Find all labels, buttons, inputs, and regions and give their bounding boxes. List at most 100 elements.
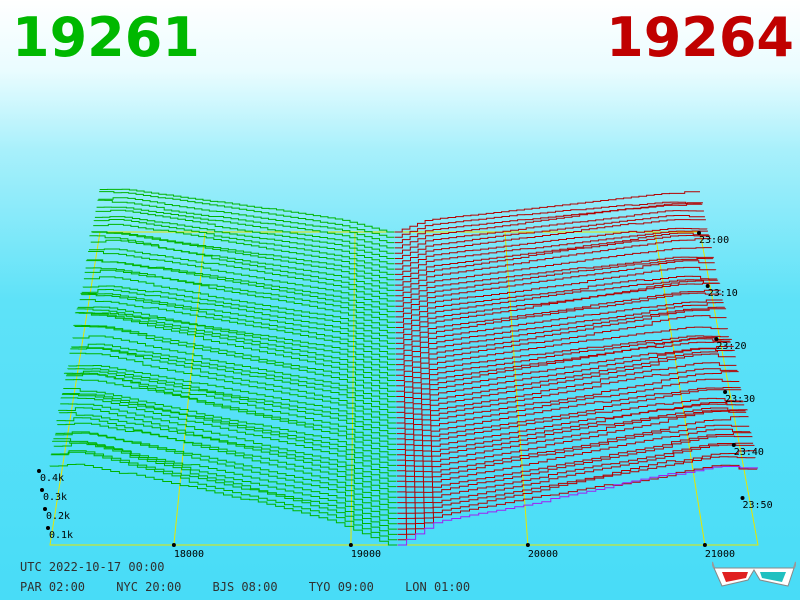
bid-depth-line xyxy=(95,209,395,259)
time-tick-mark xyxy=(714,337,719,341)
time-tick-label: 23:50 xyxy=(743,500,773,511)
ask-depth-line xyxy=(394,191,700,233)
ask-depth-line xyxy=(397,450,757,535)
bid-depth-line xyxy=(78,312,396,366)
ask-depth-line xyxy=(397,456,756,530)
ask-depth-line xyxy=(395,260,715,313)
bid-depth-line xyxy=(77,306,396,371)
bid-depth-line xyxy=(71,346,396,413)
ask-depth-line xyxy=(396,368,738,435)
bid-depth-line xyxy=(70,347,396,419)
time-tick-mark xyxy=(705,284,710,288)
time-tick-mark xyxy=(731,443,736,447)
bid-depth-line xyxy=(93,223,395,275)
ask-depth-line xyxy=(396,345,734,413)
bid-depth-line xyxy=(98,197,395,244)
ask-depth-line xyxy=(395,247,712,297)
axis-layer: 18000 19000 20000 21000 0.1k 0.2k 0.3k 0.4k 23:0… xyxy=(37,231,773,560)
bid-depth-line xyxy=(75,312,396,381)
bid-price: 19261 xyxy=(12,6,200,69)
ask-depth-line xyxy=(395,275,718,323)
ask-depth-line xyxy=(394,210,704,254)
bid-depth-line xyxy=(85,260,395,318)
ask-depth-line xyxy=(395,279,719,328)
ask-depth-line xyxy=(395,232,709,281)
ask-depth-line xyxy=(395,227,708,270)
price-tick-mark xyxy=(702,543,707,547)
ask-depth-line xyxy=(395,299,723,355)
volume-tick-label: 0.3k xyxy=(43,492,67,503)
ask-depth-line xyxy=(395,238,712,291)
timezone-lon: LON 01:00 xyxy=(405,580,471,594)
ask-depth-line xyxy=(396,347,733,408)
ask-depth-line xyxy=(396,371,739,440)
ask-depth-line xyxy=(396,389,742,456)
bid-depth-line xyxy=(85,267,395,323)
time-tick-label: 23:30 xyxy=(725,394,755,405)
bid-depth-line xyxy=(63,372,397,456)
bid-depth-line xyxy=(66,373,397,445)
volume-tick-mark xyxy=(43,507,47,511)
bid-depth-line xyxy=(74,312,396,387)
time-tick-mark xyxy=(723,390,728,394)
bid-depth-line xyxy=(82,285,396,339)
volume-tick-label: 0.1k xyxy=(49,530,73,541)
bid-depth-line xyxy=(97,199,395,249)
bid-depth-line xyxy=(80,293,396,350)
ask-depth-line xyxy=(395,306,726,366)
bid-depth-line xyxy=(55,432,397,509)
ask-depth-line xyxy=(397,466,758,546)
ask-depth-line xyxy=(396,353,736,424)
ask-depth-line xyxy=(395,280,721,339)
ask-depth-line xyxy=(394,219,706,265)
3d-glasses-icon[interactable] xyxy=(712,560,796,592)
timezone-tyo: TYO 09:00 xyxy=(308,580,374,594)
ask-depth-line xyxy=(396,362,737,429)
bid-depth-line xyxy=(68,365,396,429)
bid-depth-line xyxy=(52,440,397,530)
bid-depth-line xyxy=(63,388,397,461)
ask-depth-line xyxy=(396,335,729,387)
bid-depth-line xyxy=(55,431,397,514)
bid-depth-line xyxy=(83,276,396,334)
bid-depth-line xyxy=(50,451,397,541)
price-tick-label: 18000 xyxy=(174,549,204,560)
depth-chart: 18000 19000 20000 21000 0.1k 0.2k 0.3k 0.4k 23:0… xyxy=(37,188,773,560)
bid-depth-line xyxy=(56,417,397,504)
ask-depth-line xyxy=(395,256,714,302)
bid-depth-line xyxy=(71,343,396,408)
bid-depth-line xyxy=(94,216,395,265)
utc-time: UTC 2022-10-17 00:00 xyxy=(20,560,165,574)
bid-depth-line xyxy=(57,422,397,498)
bid-depth-line xyxy=(60,397,397,477)
ask-depth-line xyxy=(396,349,735,419)
ask-depth-line xyxy=(395,292,722,350)
time-tick-mark xyxy=(740,496,745,500)
bid-depth-line xyxy=(51,450,397,535)
ask-depth-line xyxy=(395,235,711,286)
volume-tick-label: 0.4k xyxy=(40,473,64,484)
volume-tick-mark xyxy=(40,488,44,492)
ask-depth-line xyxy=(395,289,721,344)
ask-depth-line xyxy=(394,202,703,249)
price-tick-label: 19000 xyxy=(351,549,381,560)
timezone-par: PAR 02:00 xyxy=(20,580,86,594)
ask-depth-line xyxy=(395,266,717,318)
volume-tick-mark xyxy=(46,526,50,530)
bid-depth-line xyxy=(58,407,397,493)
ask-depth-line xyxy=(396,378,740,445)
bid-depth-line xyxy=(60,403,397,482)
ask-depth-line xyxy=(397,424,750,498)
bid-depth-line xyxy=(61,393,397,472)
bid-depth-line xyxy=(93,219,395,270)
volume-tick-label: 0.2k xyxy=(46,511,70,522)
bid-depth-line xyxy=(96,206,395,254)
bid-depth-line xyxy=(66,370,397,440)
bid-depth-line xyxy=(73,324,396,397)
ask-depth-line xyxy=(396,341,731,397)
bid-depth-line xyxy=(99,191,395,238)
price-tick-mark xyxy=(525,543,530,547)
ask-depth-line xyxy=(395,302,724,360)
ask-depth-line xyxy=(397,407,746,477)
bid-depth-line xyxy=(67,368,396,435)
